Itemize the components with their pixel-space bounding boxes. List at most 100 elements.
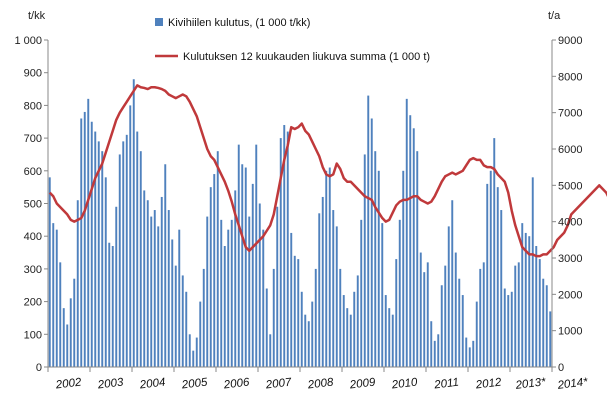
bar [111,246,114,367]
bar [535,246,538,367]
bar [125,134,128,367]
bar [454,252,457,367]
bar [62,308,65,367]
bar [433,340,436,367]
bar [122,141,125,367]
bar [69,298,72,367]
bar [304,314,307,367]
bar [258,203,261,367]
x-tick-label: 2003 [96,376,124,391]
bar [115,206,118,367]
bar [549,311,552,367]
y-right-tick-label: 5000 [558,180,582,192]
bar [279,138,282,367]
bar [388,308,391,367]
bar [391,314,394,367]
bar [174,265,177,367]
x-tick-label: 2014* [556,376,589,392]
y-right-tick-label: 6000 [558,144,582,156]
bar [283,125,286,368]
bar [237,144,240,367]
bar [178,229,181,367]
bar [188,334,191,367]
bar [139,151,142,367]
bar [507,295,510,367]
bar [437,334,440,367]
bar [80,118,83,367]
bar [311,301,314,367]
bar [199,301,202,367]
x-tick-label: 2011 [433,377,460,392]
bar [265,288,268,367]
bar [430,321,433,367]
bar [227,229,230,367]
bar [97,141,100,367]
bar [325,170,328,367]
y-right-tick-label: 7000 [558,108,582,120]
bar [419,252,422,367]
bar [171,239,174,367]
bar [468,347,471,367]
bar [136,131,139,367]
bar [461,295,464,367]
y-left-tick-label: 900 [24,68,42,80]
bar [370,118,373,367]
bar [220,219,223,367]
bar [440,285,443,367]
bar [360,219,363,367]
y-right-tick-label: 3000 [558,253,582,265]
y-left-tick-label: 700 [24,133,42,145]
bar [55,229,58,367]
y-left-tick-label: 1 000 [14,35,42,47]
x-tick-label: 2006 [222,376,250,391]
y-right-tick-label: 4000 [558,217,582,229]
bar [538,259,541,367]
bar [276,206,279,367]
bar [297,259,300,367]
bar [234,190,237,367]
bar [416,151,419,367]
bar [402,170,405,367]
bar [409,115,412,368]
bar [241,164,244,367]
bar [517,262,520,367]
y-left-tick-label: 500 [24,199,42,211]
bar [269,334,272,367]
bar [216,151,219,367]
x-tick-label: 2008 [306,376,334,391]
bar [363,154,366,367]
bar [521,223,524,367]
y-left-tick-label: 0 [36,362,42,374]
y-right-tick-label: 8000 [558,71,582,83]
x-tick-label: 2004 [138,377,166,392]
bar [230,219,233,367]
bar [307,321,310,367]
bar [223,246,226,367]
bar [339,268,342,367]
bar [66,324,69,367]
y-left-tick-label: 600 [24,166,42,178]
bar [118,154,121,367]
bar [83,111,86,367]
bar [48,177,51,367]
bar [479,268,482,367]
bar [377,170,380,367]
bar [164,164,167,367]
bar [167,210,170,367]
y-right-unit: t/a [548,10,561,22]
y-right-tick-label: 2000 [558,289,582,301]
y-left-tick-label: 300 [24,264,42,276]
bar [384,295,387,367]
bars-group [48,79,552,368]
y-right-tick-label: 0 [558,362,564,374]
legend-line-label: Kulutuksen 12 kuukauden liukuva summa (1… [183,51,430,63]
legend: Kivihiilen kulutus, (1 000 t/kk) Kulutuks… [155,17,430,63]
y-left-tick-label: 400 [24,231,42,243]
bar [293,255,296,367]
y-right-tick-label: 1000 [558,326,582,338]
bar [129,105,132,368]
bar [181,275,184,367]
bar [146,200,149,367]
bar [381,223,384,367]
x-tick-label: 2007 [264,376,292,391]
